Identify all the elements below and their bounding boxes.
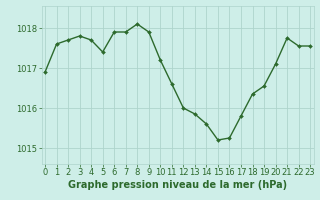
X-axis label: Graphe pression niveau de la mer (hPa): Graphe pression niveau de la mer (hPa) [68,180,287,190]
